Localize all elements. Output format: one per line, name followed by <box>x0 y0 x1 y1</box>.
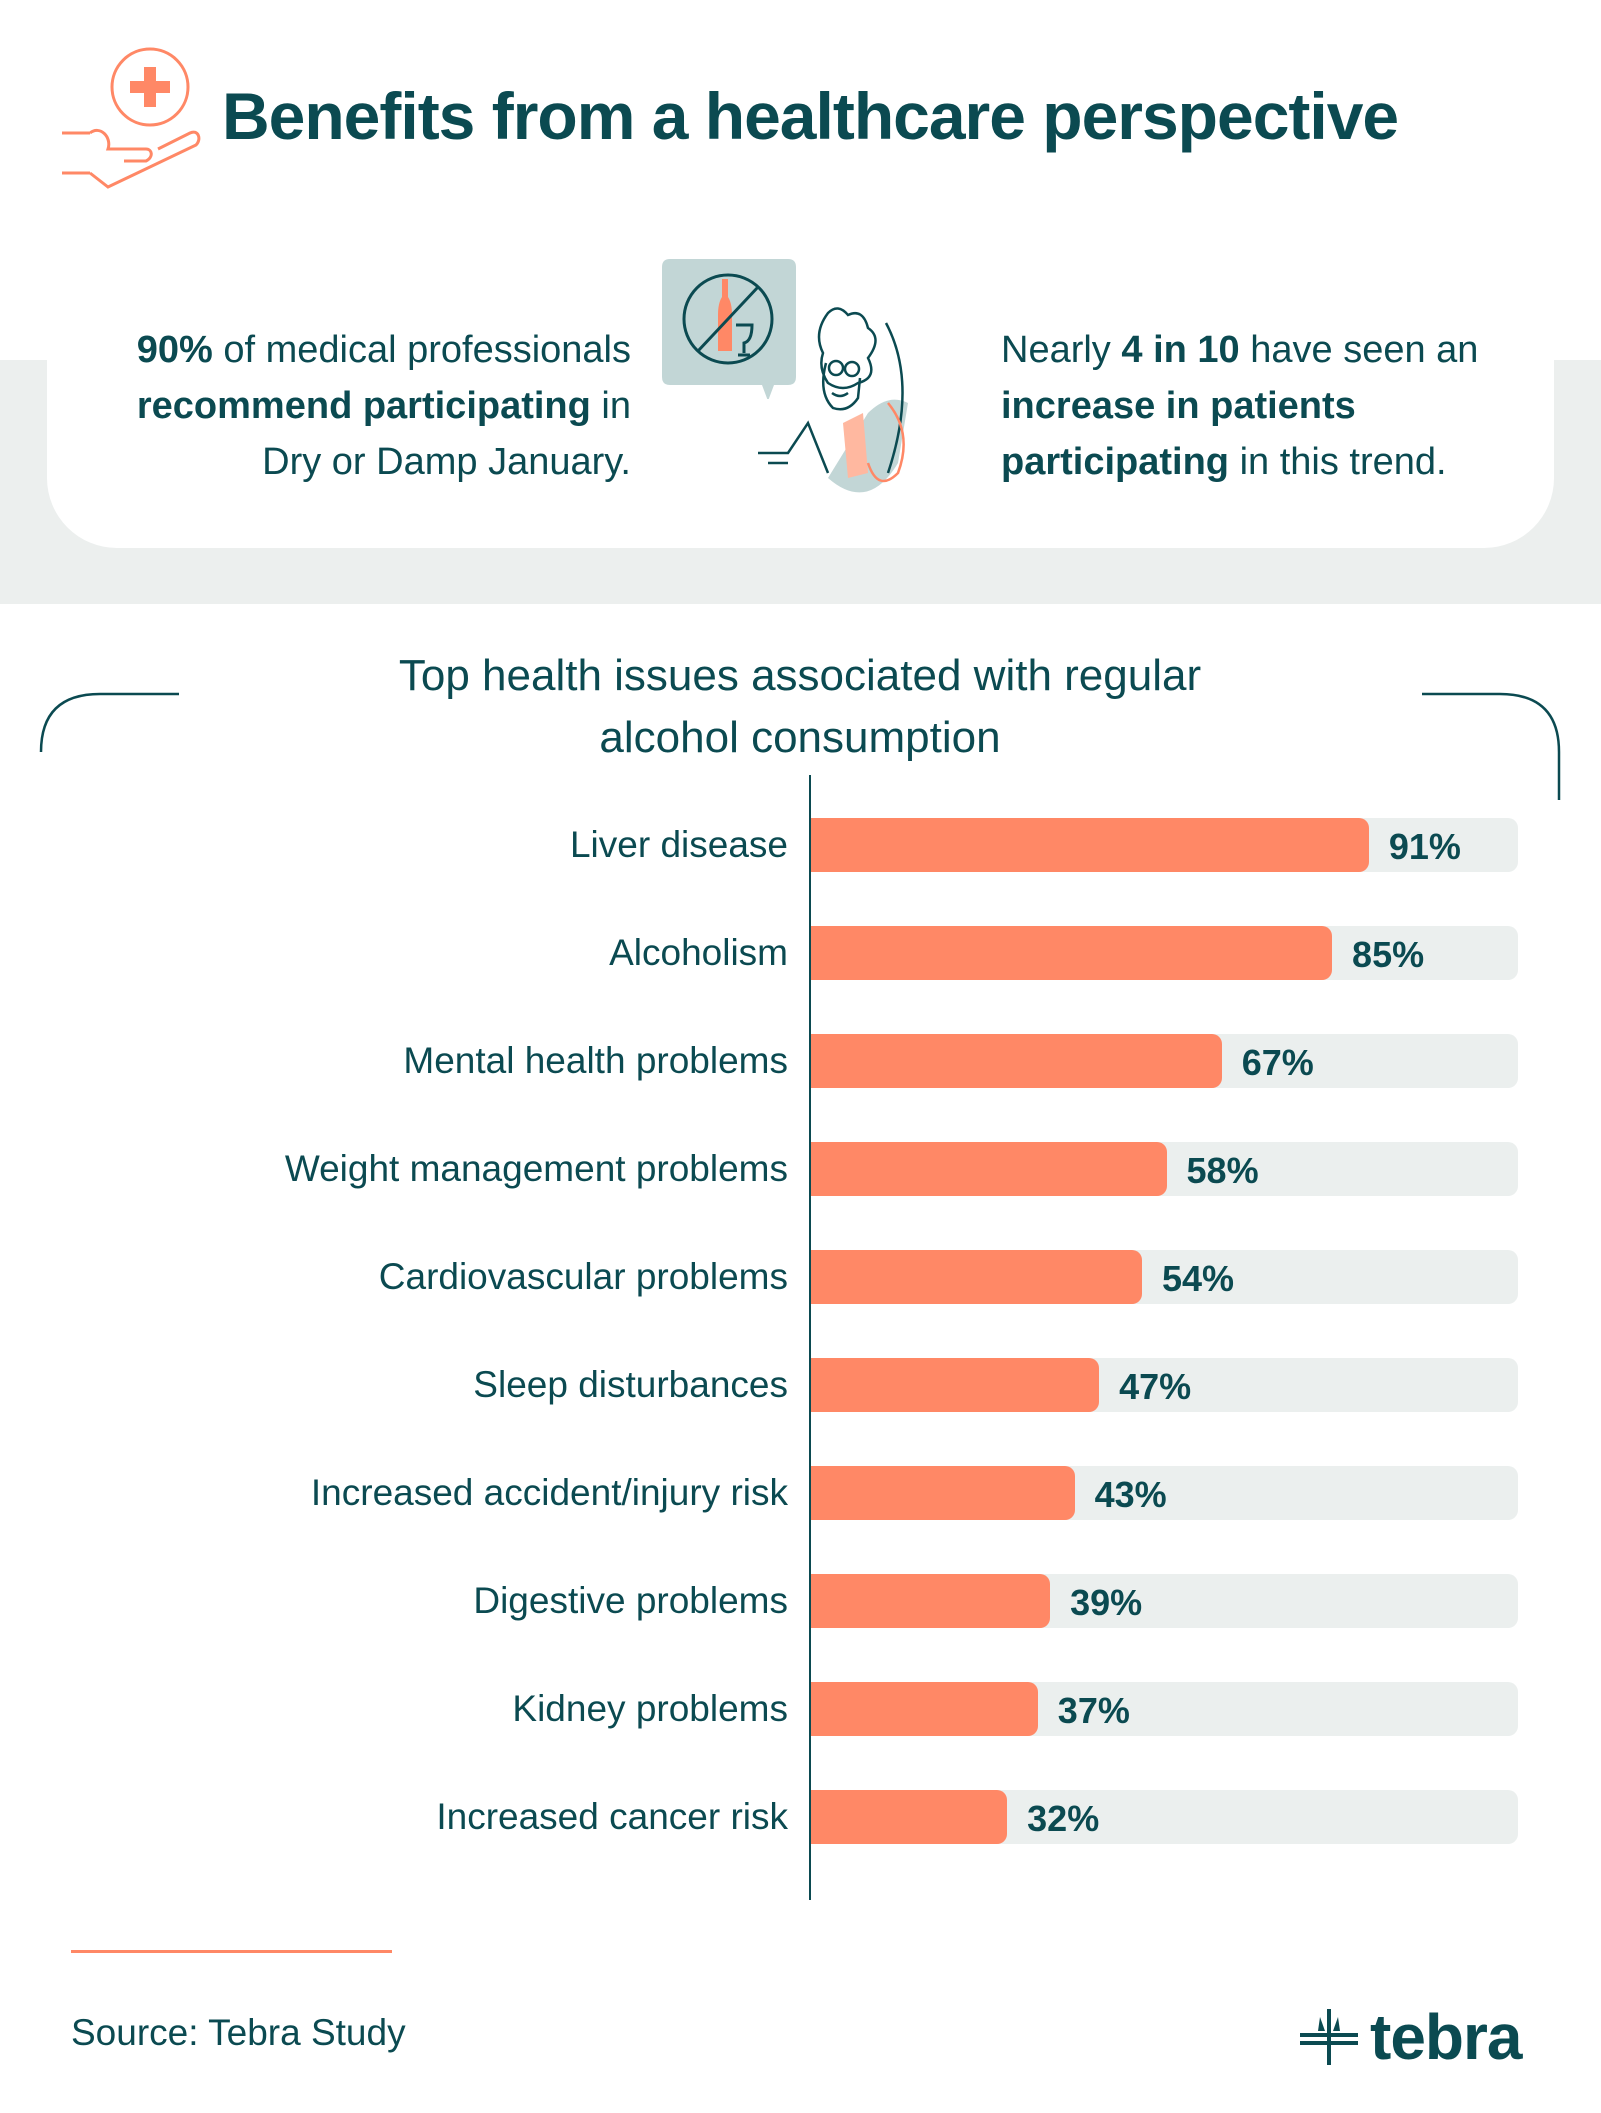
corner-bracket-left <box>39 692 179 753</box>
bar <box>811 1250 1143 1304</box>
bar-row: Weight management problems 58% <box>0 1142 1601 1196</box>
bar-row: Increased accident/injury risk 43% <box>0 1466 1601 1520</box>
tebra-logo-text: tebra <box>1370 2001 1522 2073</box>
header-icon <box>60 45 205 190</box>
bar-label: Weight management problems <box>284 1148 788 1189</box>
stat-right-bold: increase in patients <box>1001 385 1356 427</box>
chart-title: Top health issues associated with regula… <box>300 645 1300 769</box>
source-text: Source: Tebra Study <box>71 2012 406 2053</box>
source-divider <box>71 1950 392 1953</box>
stat-left: 90% of medical professionals recommend p… <box>137 322 631 490</box>
bar <box>811 1358 1100 1412</box>
bar <box>811 1574 1051 1628</box>
bar-value-label: 47% <box>1119 1366 1192 1407</box>
bar <box>811 1790 1008 1844</box>
bar-value-label: 43% <box>1094 1474 1167 1515</box>
chart-title-line: alcohol consumption <box>599 713 1001 762</box>
bar-value-label: 85% <box>1352 934 1425 975</box>
page-title: Benefits from a healthcare perspective <box>222 79 1399 153</box>
bar-row: Liver disease 91% <box>0 818 1601 872</box>
stat-left-bold: recommend participating <box>136 385 591 427</box>
bar <box>811 1142 1167 1196</box>
bar <box>811 818 1369 872</box>
bar-value-label: 67% <box>1241 1042 1314 1083</box>
doctor-illustration-icon <box>748 303 973 528</box>
bar <box>811 1034 1222 1088</box>
bar-label: Sleep disturbances <box>473 1364 788 1405</box>
stat-text: Nearly <box>1001 329 1122 371</box>
bar-label: Digestive problems <box>473 1580 788 1621</box>
bar-value-label: 39% <box>1070 1582 1143 1623</box>
bar-label: Kidney problems <box>512 1688 788 1729</box>
stat-text: of medical professionals <box>212 329 631 371</box>
stat-text: have seen an <box>1239 329 1479 371</box>
bar-label: Increased cancer risk <box>436 1796 788 1837</box>
bar-row: Kidney problems 37% <box>0 1682 1601 1736</box>
bar-value-label: 54% <box>1162 1258 1235 1299</box>
stat-text: in <box>590 385 631 427</box>
bar-value-label: 32% <box>1027 1798 1100 1839</box>
bar <box>811 1466 1075 1520</box>
bar-row: Alcoholism 85% <box>0 926 1601 980</box>
stat-text: Dry or Damp January. <box>262 441 631 483</box>
stat-right: Nearly 4 in 10 have seen an increase in … <box>1001 322 1478 490</box>
tebra-logo: tebra <box>1300 2000 1522 2074</box>
chart-axis-line <box>809 775 811 1900</box>
bar-row: Sleep disturbances 47% <box>0 1358 1601 1412</box>
bar-label: Liver disease <box>569 824 788 865</box>
bar-row: Cardiovascular problems 54% <box>0 1250 1601 1304</box>
bar-row: Increased cancer risk 32% <box>0 1790 1601 1844</box>
bar <box>811 1682 1038 1736</box>
stat-text: in this trend. <box>1229 441 1447 483</box>
stat-right-bold: 4 in 10 <box>1121 329 1240 371</box>
bar-label: Mental health problems <box>403 1040 788 1081</box>
bar-value-label: 37% <box>1057 1690 1130 1731</box>
bar-value-label: 91% <box>1388 826 1461 867</box>
bar-label: Increased accident/injury risk <box>310 1472 788 1513</box>
stat-right-bold: participating <box>1001 441 1230 483</box>
bar-row: Digestive problems 39% <box>0 1574 1601 1628</box>
stat-left-bold: 90% <box>136 329 213 371</box>
corner-bracket-right <box>1422 692 1561 800</box>
stats-card <box>47 270 1554 548</box>
bar-value-label: 58% <box>1186 1150 1259 1191</box>
bar-row: Mental health problems 67% <box>0 1034 1601 1088</box>
bar-label: Cardiovascular problems <box>378 1256 788 1297</box>
bar-label: Alcoholism <box>609 932 788 973</box>
tebra-logo-icon <box>1300 2009 1358 2065</box>
bar <box>811 926 1333 980</box>
chart-title-line: Top health issues associated with regula… <box>398 651 1202 700</box>
no-alcohol-speech-bubble-icon <box>662 259 796 401</box>
